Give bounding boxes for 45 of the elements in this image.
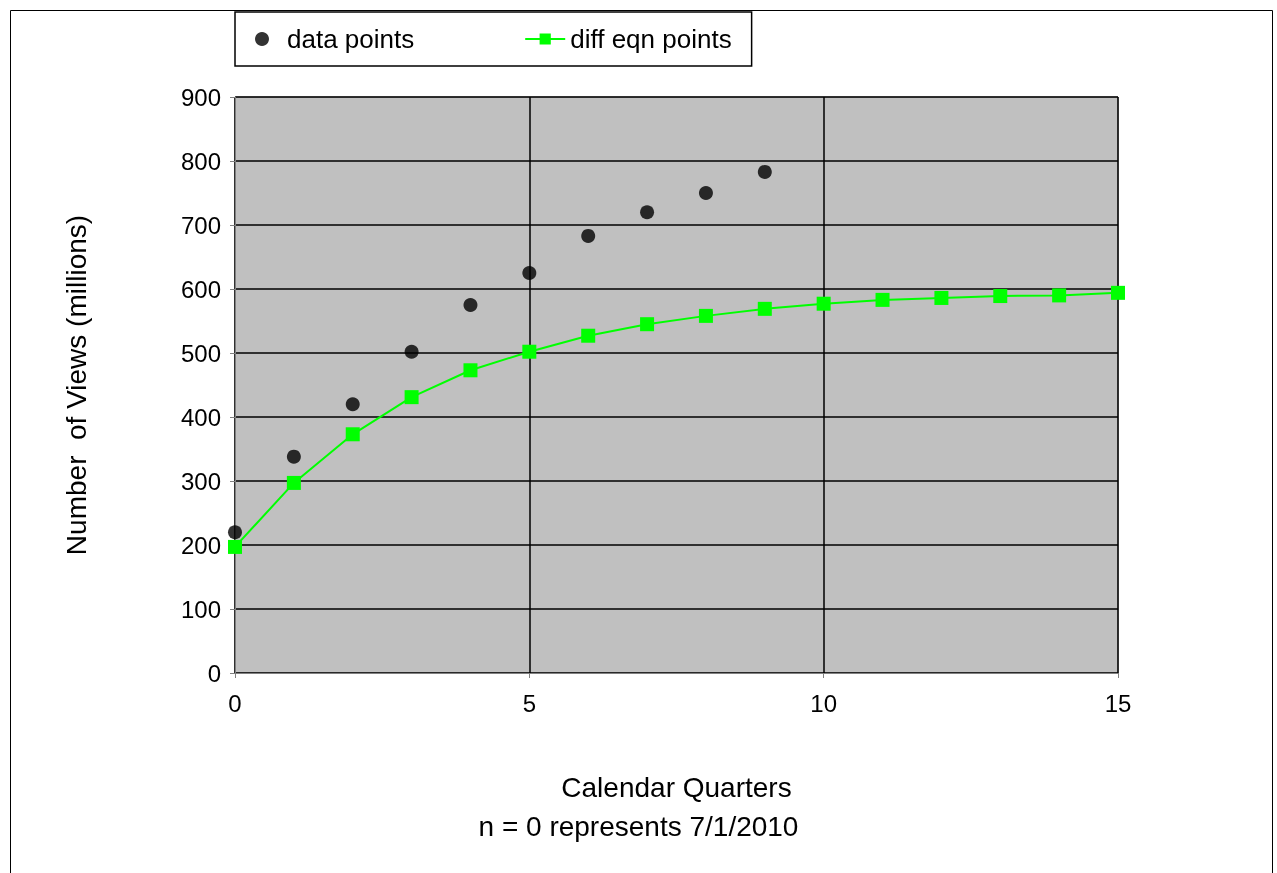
point [934,290,949,305]
y-tick-label: 900 [180,83,221,111]
y-tick-label: 100 [180,595,221,623]
y-tick-label: 800 [180,147,221,175]
point [286,475,301,490]
point [463,298,478,312]
point [404,390,419,405]
point [816,296,831,311]
point [698,308,713,323]
point [463,363,478,378]
point [345,427,360,442]
y-tick-label: 200 [180,531,221,559]
y-tick-label: 500 [180,339,221,367]
x-tick-label: 0 [228,689,242,717]
point [404,344,419,359]
point [228,539,242,554]
point [228,525,242,540]
y-tick-label: 300 [180,467,221,495]
point [875,292,890,307]
point [286,449,301,464]
y-tick-label: 700 [180,211,221,239]
y-axis-title: Number of Views (millions) [60,214,92,556]
point [581,328,596,343]
point [1052,288,1067,303]
x-axis-title: Calendar Quarters [561,771,792,803]
text: n = 0 represents 7/1/2010 [478,810,799,842]
y-tick-label: 600 [180,275,221,303]
point [581,228,596,243]
point [640,205,655,220]
point [522,266,537,280]
x-tick-label: 15 [1104,689,1132,717]
point [522,344,537,359]
point [640,317,655,332]
point [345,397,360,412]
point [1111,285,1125,300]
y-tick-label: 0 [207,659,221,687]
x-tick-label: 10 [810,689,838,717]
legend-label: data points [287,24,415,54]
x-tick-label: 5 [522,689,537,717]
point [757,301,772,316]
point [757,164,772,179]
legend-label: diff eqn points [570,24,732,54]
point [993,289,1008,304]
y-tick-label: 400 [180,403,221,431]
point [698,186,713,200]
